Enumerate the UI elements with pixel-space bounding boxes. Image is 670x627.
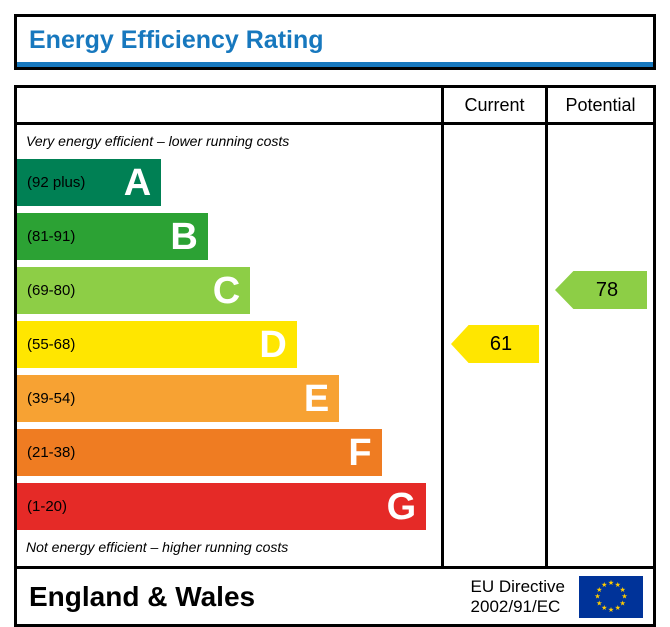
top-note: Very energy efficient – lower running co… [26,133,290,149]
band-range-label: (69-80) [27,282,76,299]
band-row-g: (1-20) G [17,483,441,530]
svg-text:★: ★ [620,599,626,607]
current-rating-value: 61 [489,332,513,355]
band-row-a: (92 plus) A [17,159,441,206]
band-grade-letter: C [212,269,241,312]
band-bar-e: (39-54) E [17,375,340,422]
eu-directive-line1: EU Directive [470,576,565,596]
page-title: Energy Efficiency Rating [29,26,324,54]
eu-directive-label: EU Directive 2002/91/EC [471,577,565,616]
band-bar-b: (81-91) B [17,213,208,260]
title-box: Energy Efficiency Rating [14,14,656,70]
column-header-potential: Potential [545,88,653,122]
chart-body: Very energy efficient – lower running co… [17,125,653,566]
band-range-label: (39-54) [27,390,76,407]
rating-table: Current Potential Very energy efficient … [14,85,656,627]
svg-text:★: ★ [594,592,600,600]
potential-rating-value: 78 [595,278,619,301]
svg-text:★: ★ [601,580,607,588]
band-range-label: (1-20) [27,498,68,515]
header-spacer [17,88,441,122]
region-label: England & Wales [29,580,256,612]
bottom-note: Not energy efficient – higher running co… [26,539,289,555]
band-bar-g: (1-20) G [17,483,427,530]
eu-directive-line2: 2002/91/EC [470,596,561,616]
svg-text:★: ★ [620,585,626,593]
potential-rating-arrow: 78 [555,271,647,309]
band-row-e: (39-54) E [17,375,441,422]
band-range-label: (81-91) [27,228,76,245]
column-header-current: Current [441,88,545,122]
table-header: Current Potential [17,88,653,125]
band-range-label: (92 plus) [27,174,86,191]
band-grade-letter: G [386,485,417,528]
svg-text:★: ★ [596,599,602,607]
current-rating-arrow: 61 [451,325,539,363]
band-grade-letter: E [303,377,330,420]
band-row-d: (55-68) D [17,321,441,368]
band-grade-letter: D [259,323,287,366]
band-range-label: (55-68) [27,336,76,353]
svg-text:★: ★ [596,585,602,593]
svg-text:★: ★ [621,592,627,600]
band-row-b: (81-91) B [17,213,441,260]
title-underline [17,62,653,67]
potential-column: 78 [545,125,653,566]
band-bar-c: (69-80) C [17,267,251,314]
bars-area: Very energy efficient – lower running co… [17,125,441,566]
svg-text:★: ★ [608,579,614,587]
band-grade-letter: A [123,161,152,204]
band-bar-f: (21-38) F [17,429,382,476]
table-footer: England & Wales EU Directive 2002/91/EC … [17,566,653,624]
svg-text:★: ★ [601,604,607,612]
band-range-label: (21-38) [27,444,76,461]
band-grade-letter: F [348,431,372,474]
band-row-c: (69-80) C [17,267,441,314]
band-bar-a: (92 plus) A [17,159,162,206]
svg-text:★: ★ [615,604,621,612]
svg-text:★: ★ [615,580,621,588]
eu-flag-icon: ★ ★ ★ ★ ★ ★ ★ ★ ★ ★ ★ ★ [579,575,643,618]
current-column: 61 [441,125,545,566]
band-grade-letter: B [170,215,198,258]
band-bar-d: (55-68) D [17,321,297,368]
svg-text:★: ★ [608,606,614,614]
band-row-f: (21-38) F [17,429,441,476]
